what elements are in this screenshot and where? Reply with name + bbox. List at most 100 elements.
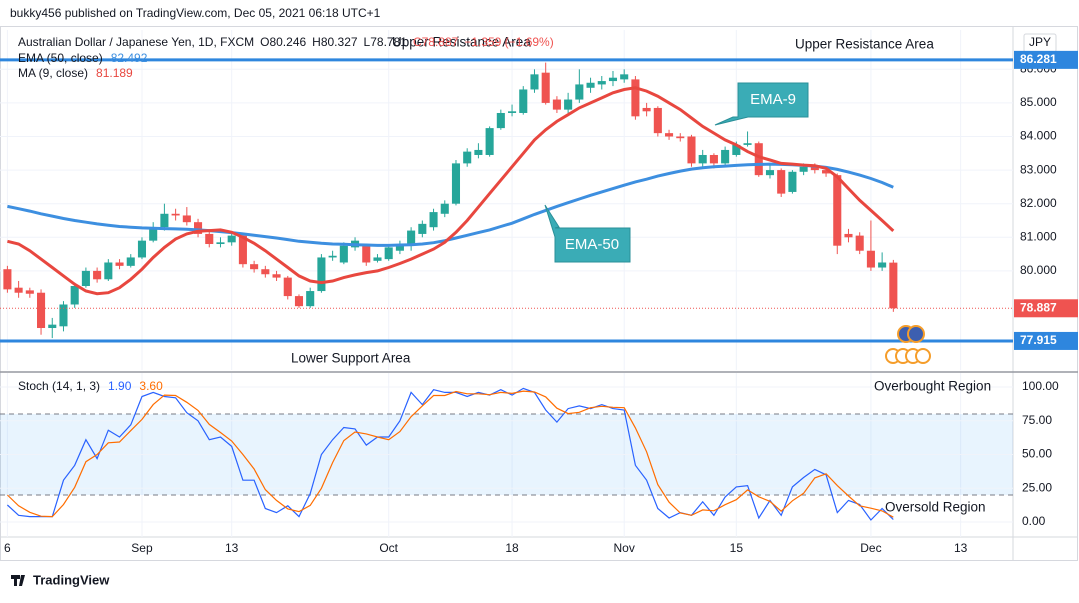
candle-body (866, 250, 875, 268)
x-tick-label: Nov (614, 541, 635, 555)
candle-body (530, 74, 539, 90)
indicator-line (7, 162, 894, 247)
ohlc: −1.359 (−1.69%) (464, 35, 553, 49)
candle-body (687, 136, 696, 164)
y-tick-label: 85.000 (1020, 95, 1057, 109)
y-tick-label: 100.00 (1022, 379, 1059, 393)
candle-body (552, 99, 561, 110)
candle-body (14, 287, 23, 293)
title: Australian Dollar / Japanese Yen, 1D, FX… (18, 35, 254, 49)
candle-body (48, 324, 57, 329)
candle-body (294, 296, 304, 307)
candle-body (328, 255, 337, 258)
annotation: EMA-9 (750, 91, 796, 108)
legend-entry: MA (9, close) 81.189 (18, 66, 133, 80)
candle-body (395, 245, 404, 251)
legend-value: 3.60 (139, 379, 163, 393)
candle-body (283, 277, 292, 297)
frame (0, 26, 1078, 561)
candle-body (126, 257, 135, 266)
candle-body (137, 240, 147, 258)
indicator-line (7, 86, 895, 296)
x-tick-label: Oct (379, 541, 398, 555)
x-tick-label: Dec (860, 541, 881, 555)
candle-body (115, 262, 124, 266)
price-label-box (1014, 331, 1078, 350)
legend-name: EMA (50, close) (18, 51, 103, 65)
candle-body (799, 166, 808, 172)
candle-body (889, 262, 898, 309)
candle-body (70, 286, 79, 305)
candle-body (508, 111, 517, 113)
y-tick-label: 84.000 (1020, 129, 1057, 143)
currency: JPY (1029, 35, 1051, 49)
y-tick-label: 25.00 (1022, 480, 1052, 494)
candle-body (519, 89, 528, 113)
candle-body (306, 291, 315, 307)
annotation: Lower Support Area (291, 351, 411, 366)
candle-body (93, 270, 102, 280)
candle-body (743, 143, 752, 145)
publisher: bukky456 published on TradingView.com, D… (10, 6, 381, 20)
candle-body (317, 257, 326, 292)
annotation: Overbought Region (874, 379, 991, 394)
candle-body (732, 144, 741, 155)
x-tick-label: 18 (505, 541, 519, 555)
candle-body (496, 112, 505, 129)
price-label: 86.281 (1020, 52, 1057, 66)
candle-body (418, 223, 427, 234)
candle-body (765, 170, 775, 176)
price-label: 77.915 (1020, 333, 1057, 347)
candle-body (407, 230, 416, 246)
candle-body (721, 149, 730, 164)
legend-value: 81.189 (96, 66, 133, 80)
candle-body (160, 213, 169, 228)
y-tick-label: 80.000 (1020, 263, 1057, 277)
candle-body (272, 274, 281, 278)
annotation: Oversold Region (885, 500, 986, 515)
stoch-line (6, 387, 894, 521)
event-icon (915, 348, 931, 364)
x-tick-label: 13 (954, 541, 968, 555)
candle-body (3, 269, 12, 290)
symbol-title: Australian Dollar / Japanese Yen, 1D, FX… (18, 35, 554, 49)
candle-body (597, 81, 606, 85)
legend-name: MA (9, close) (18, 66, 88, 80)
candle-body (855, 235, 864, 251)
candle-body (541, 72, 550, 103)
candle-body (171, 213, 180, 216)
candle-body (676, 136, 685, 139)
legend-entry: EMA (50, close) 82.492 (18, 51, 148, 65)
event-icons (885, 325, 931, 364)
candle-body (451, 163, 461, 204)
candle-body (216, 242, 225, 245)
candle-body (620, 74, 629, 80)
candle-body (653, 107, 662, 134)
candle-body (362, 245, 371, 263)
candle-body (205, 233, 214, 245)
y-tick-label: 0.00 (1022, 514, 1046, 528)
candle-body (485, 128, 494, 155)
ohlc: C78.887 (413, 35, 459, 49)
candle-body (709, 154, 718, 164)
candle-body (250, 264, 259, 270)
candle-body (339, 245, 348, 263)
candle-body (822, 170, 831, 174)
x-tick-label: 13 (225, 541, 239, 555)
callout (544, 204, 631, 263)
candle-body (788, 171, 797, 192)
ohlc: H80.327 (312, 35, 358, 49)
candle-body (384, 247, 393, 260)
event-icon (907, 325, 925, 343)
candle-body (474, 149, 483, 155)
logo-text: TradingView (33, 572, 110, 587)
candle-body (59, 304, 68, 327)
callout (714, 82, 809, 126)
candle-body (698, 154, 707, 164)
candle-body (104, 262, 113, 280)
x-tick-label: Sep (131, 541, 153, 555)
x-tick-label: 6 (4, 541, 11, 555)
candle-body (37, 292, 46, 329)
annotation: EMA-50 (565, 236, 619, 253)
